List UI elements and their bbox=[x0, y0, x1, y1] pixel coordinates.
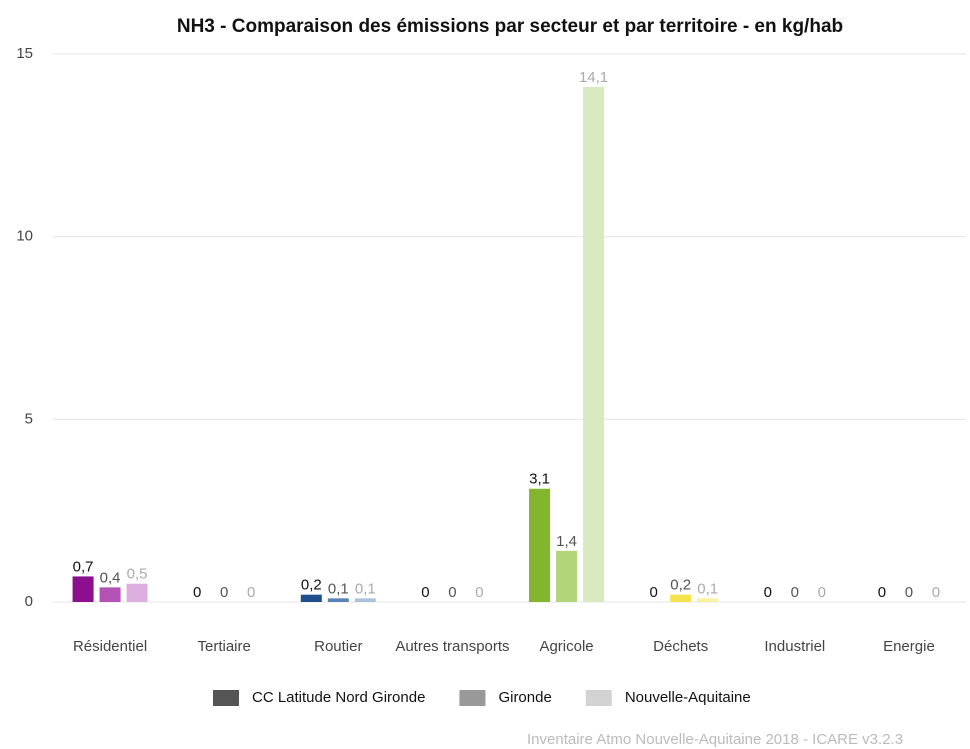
bar bbox=[354, 598, 376, 602]
x-tick-label: Autres transports bbox=[395, 638, 509, 655]
value-label: 0,1 bbox=[697, 580, 718, 597]
value-label: 14,1 bbox=[579, 69, 608, 86]
bar bbox=[72, 576, 94, 602]
value-label: 0,2 bbox=[670, 577, 691, 594]
x-tick-label: Routier bbox=[314, 638, 362, 655]
legend-label: CC Latitude Nord Gironde bbox=[252, 689, 425, 706]
bar bbox=[556, 550, 578, 602]
x-tick-label: Industriel bbox=[764, 638, 825, 655]
value-label: 0 bbox=[448, 584, 456, 601]
value-label: 0 bbox=[475, 584, 483, 601]
bar bbox=[670, 594, 692, 602]
value-label: 0 bbox=[764, 584, 772, 601]
value-label: 0,4 bbox=[100, 569, 121, 586]
value-label: 0,7 bbox=[73, 558, 94, 575]
value-label: 0,2 bbox=[301, 577, 322, 594]
value-label: 0,5 bbox=[127, 566, 148, 583]
value-label: 0,1 bbox=[355, 580, 376, 597]
value-label: 0 bbox=[220, 584, 228, 601]
legend-swatch bbox=[213, 690, 239, 706]
value-label: 0 bbox=[818, 584, 826, 601]
bar bbox=[583, 86, 605, 602]
legend-label: Gironde bbox=[498, 689, 551, 706]
value-label: 1,4 bbox=[556, 533, 577, 550]
value-label: 0 bbox=[878, 584, 886, 601]
x-tick-label: Tertiaire bbox=[198, 638, 251, 655]
value-label: 0 bbox=[932, 584, 940, 601]
legend-swatch bbox=[585, 690, 612, 706]
bar bbox=[327, 598, 349, 602]
value-label: 0 bbox=[905, 584, 913, 601]
x-tick-label: Déchets bbox=[653, 638, 708, 655]
bar bbox=[126, 583, 148, 602]
value-label: 0 bbox=[791, 584, 799, 601]
chart-title: NH3 - Comparaison des émissions par sect… bbox=[177, 16, 843, 37]
x-tick-label: Agricole bbox=[539, 638, 593, 655]
value-label: 0 bbox=[193, 584, 201, 601]
y-tick-label: 15 bbox=[16, 45, 33, 62]
x-tick-label: Résidentiel bbox=[73, 638, 147, 655]
x-tick-label: Energie bbox=[883, 638, 935, 655]
y-tick-label: 5 bbox=[25, 410, 33, 427]
y-tick-label: 0 bbox=[25, 593, 33, 610]
value-label: 0 bbox=[247, 584, 255, 601]
bar bbox=[529, 488, 551, 602]
value-label: 3,1 bbox=[529, 471, 550, 488]
bar bbox=[300, 594, 322, 602]
source: Inventaire Atmo Nouvelle-Aquitaine 2018 … bbox=[527, 731, 903, 748]
bar bbox=[697, 598, 719, 602]
bar bbox=[99, 587, 121, 602]
legend-swatch bbox=[459, 690, 486, 706]
y-tick-label: 10 bbox=[16, 228, 33, 245]
value-label: 0,1 bbox=[328, 580, 349, 597]
legend-label: Nouvelle-Aquitaine bbox=[625, 689, 751, 706]
value-label: 0 bbox=[421, 584, 429, 601]
value-label: 0 bbox=[650, 584, 658, 601]
